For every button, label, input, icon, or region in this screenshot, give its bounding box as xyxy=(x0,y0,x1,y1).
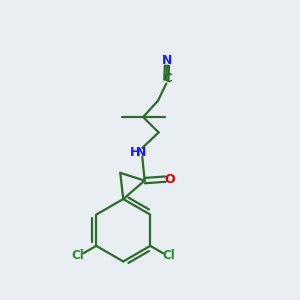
Text: O: O xyxy=(164,172,175,186)
Text: Cl: Cl xyxy=(72,249,84,262)
Text: N: N xyxy=(162,54,173,67)
Text: Cl: Cl xyxy=(162,249,175,262)
Text: C: C xyxy=(163,72,172,85)
Text: N: N xyxy=(136,146,146,159)
Text: H: H xyxy=(130,146,141,159)
